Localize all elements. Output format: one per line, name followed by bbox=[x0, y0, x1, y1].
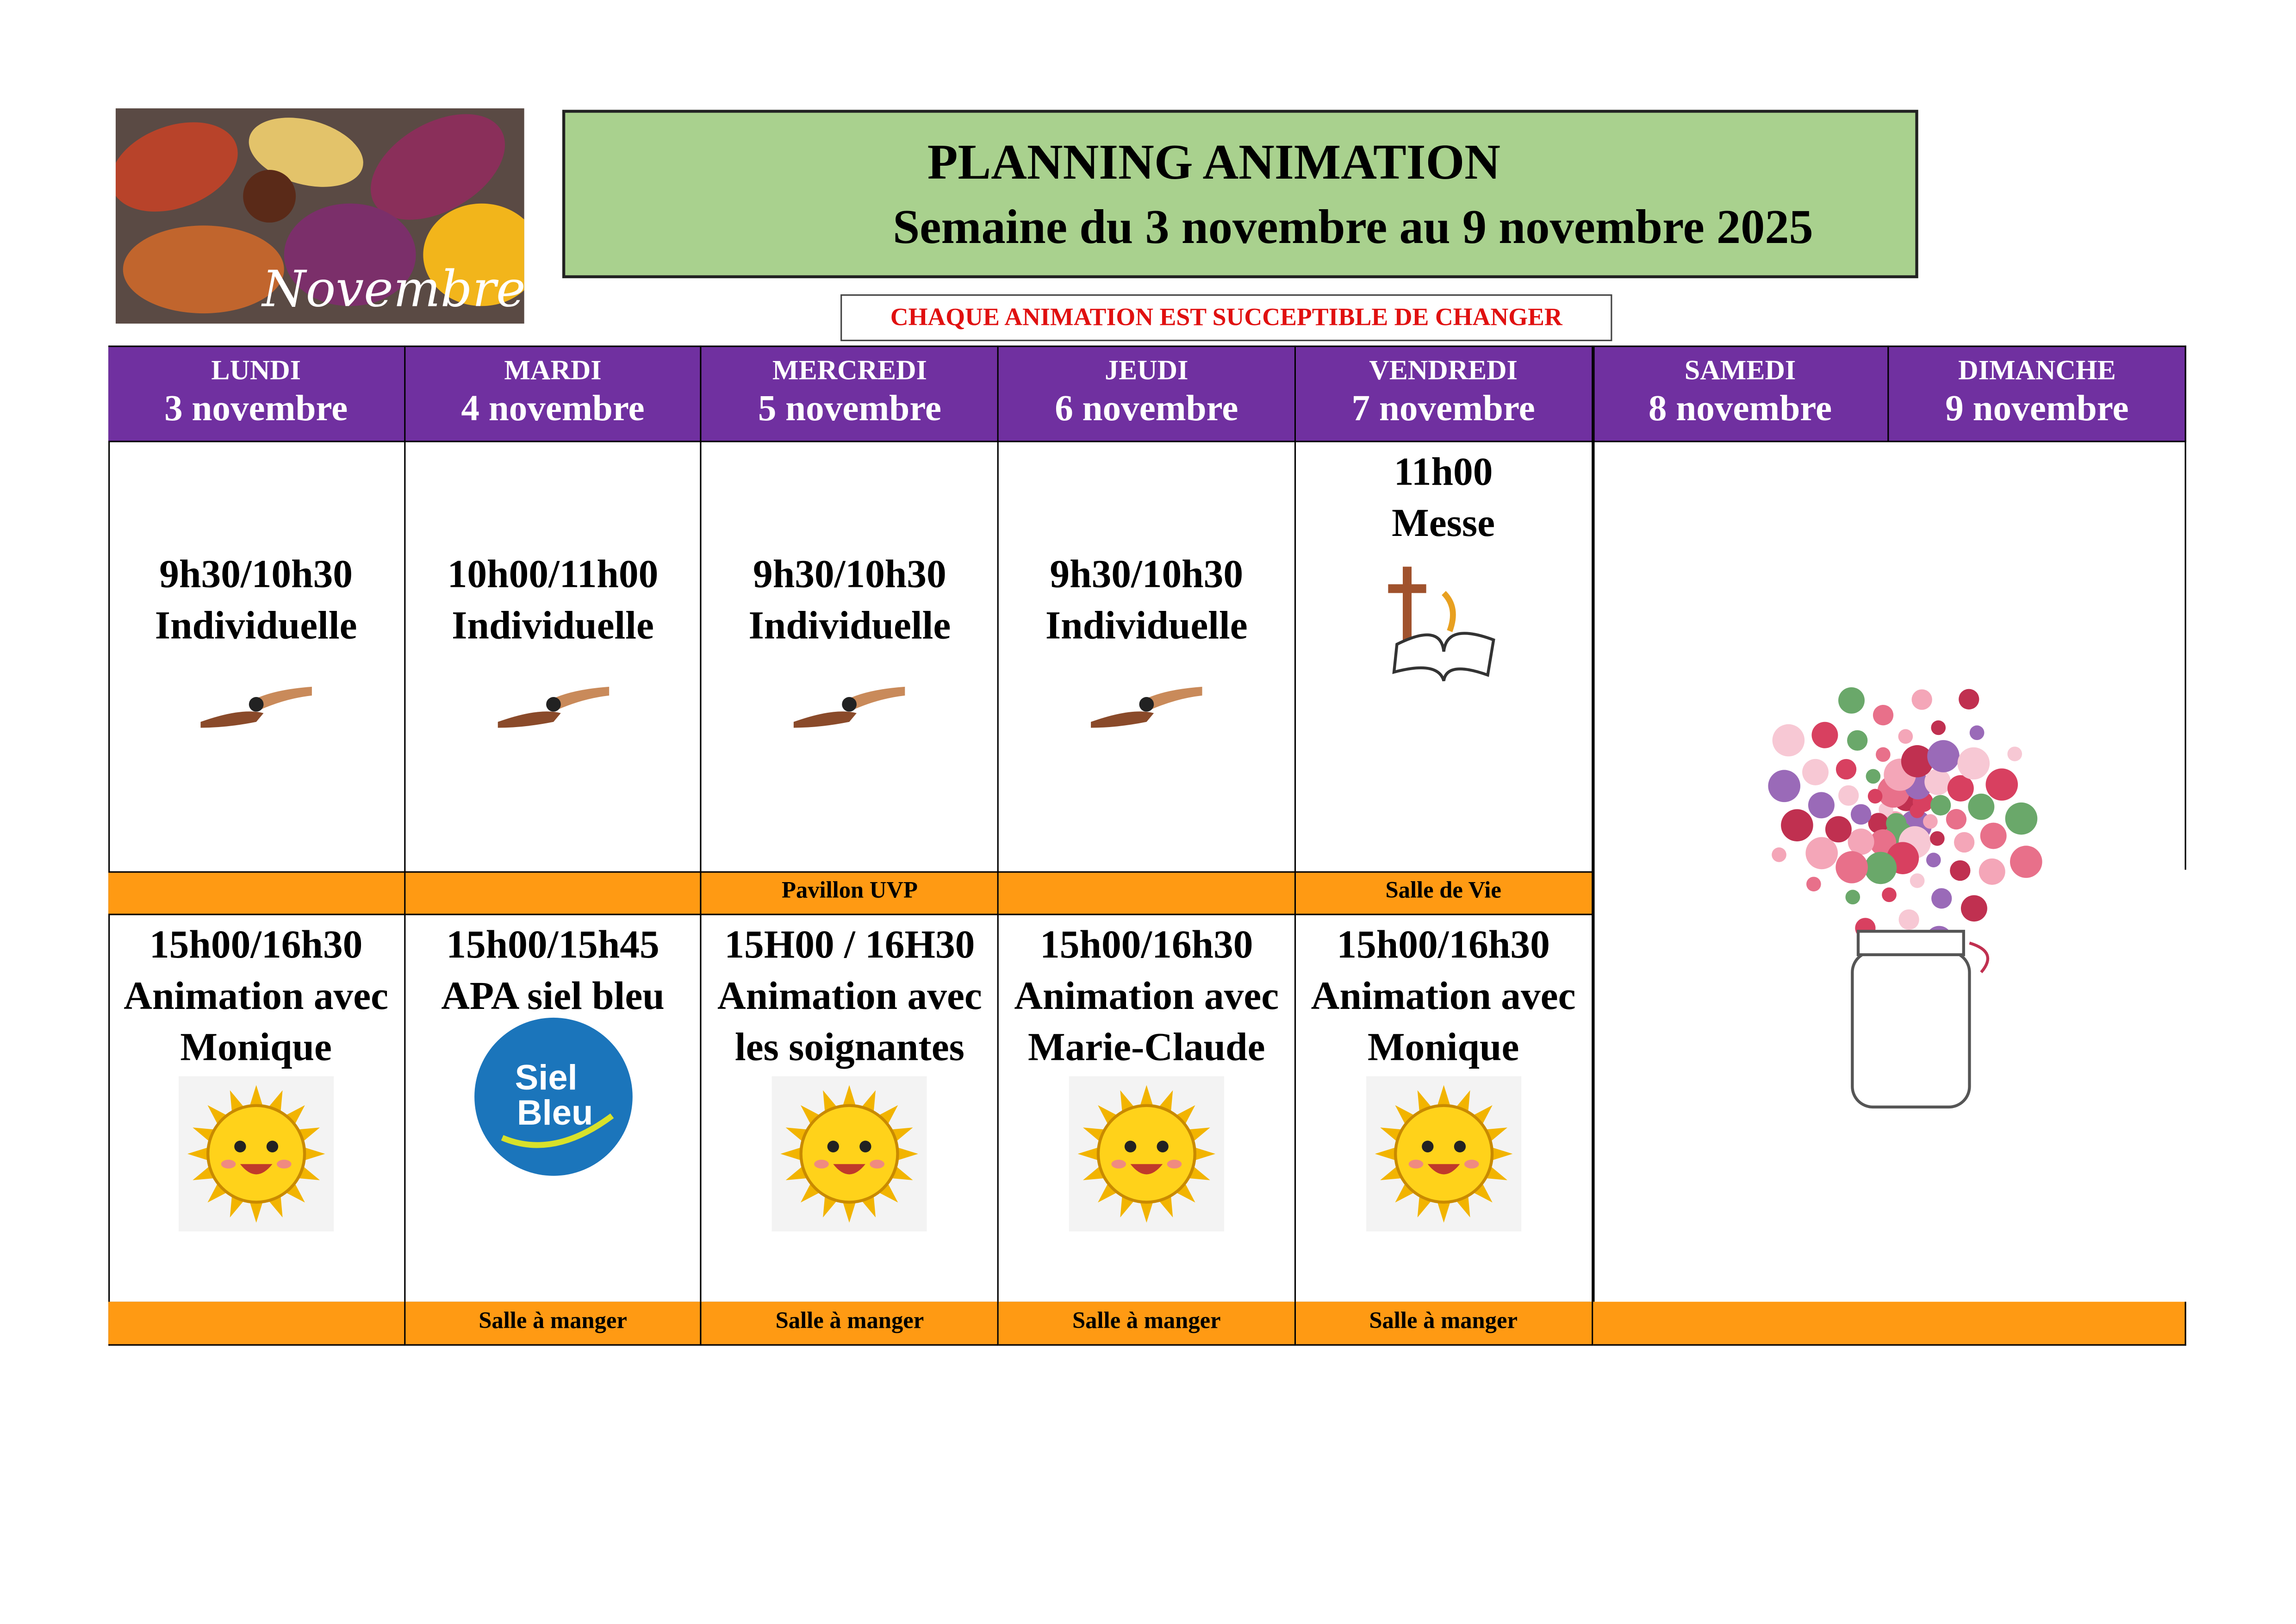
day-name: VENDREDI bbox=[1369, 355, 1518, 387]
morning-cell: 9h30/10h30 Individuelle bbox=[999, 442, 1296, 873]
activity: Animation avec Marie-Claude bbox=[1014, 973, 1279, 1069]
day-name: JEUDI bbox=[1105, 355, 1188, 387]
afternoon-cell: 15h00/16h30 Animation avec Monique bbox=[1295, 915, 1593, 1303]
activity: APA siel bleu bbox=[441, 973, 665, 1018]
weekend-right-border bbox=[2184, 345, 2186, 870]
sun-icon bbox=[1365, 1076, 1521, 1232]
header-bottom bbox=[108, 441, 2186, 442]
location: Salle à manger bbox=[1295, 1301, 1593, 1346]
activity: Animation avec Monique bbox=[124, 973, 389, 1069]
day-date: 6 novembre bbox=[1055, 389, 1238, 429]
activity: Individuelle bbox=[155, 603, 357, 647]
time: 10h00/11h00 bbox=[447, 552, 659, 596]
time: 9h30/10h30 bbox=[1050, 552, 1244, 596]
time: 9h30/10h30 bbox=[159, 552, 353, 596]
title-box bbox=[562, 110, 1918, 279]
day-name: SAMEDI bbox=[1684, 355, 1796, 387]
day-header: MARDI 4 novembre bbox=[405, 345, 702, 442]
day-name: MERCREDI bbox=[772, 355, 927, 387]
afternoon-cell: 15h00/15h45 APA siel bleu Siel Bleu bbox=[405, 915, 702, 1303]
table-frame bbox=[108, 345, 110, 1346]
hands-icon bbox=[198, 678, 315, 731]
afternoon-cell: 15h00/16h30 Animation avec Marie-Claude bbox=[999, 915, 1296, 1303]
day-date: 5 novembre bbox=[758, 389, 942, 429]
logo-text: Siel Bleu bbox=[514, 1058, 592, 1132]
location bbox=[405, 871, 702, 915]
sun-icon bbox=[772, 1076, 927, 1232]
day-name: MARDI bbox=[504, 355, 602, 387]
activity: Individuelle bbox=[748, 603, 951, 647]
notice: CHAQUE ANIMATION EST SUCCEPTIBLE DE CHAN… bbox=[840, 294, 1612, 342]
day-header: LUNDI 3 novembre bbox=[108, 345, 405, 442]
flower-bouquet bbox=[1750, 659, 2060, 1116]
day-date: 7 novembre bbox=[1351, 389, 1535, 429]
subtitle: Semaine du 3 novembre au 9 novembre 2025 bbox=[893, 202, 1813, 255]
morning-cell: 11h00 Messe bbox=[1295, 442, 1593, 873]
hands-icon bbox=[494, 678, 611, 731]
weekend-top-border bbox=[1592, 345, 1594, 1302]
day-name: LUNDI bbox=[211, 355, 301, 387]
siel-bleu-logo: Siel Bleu bbox=[473, 1013, 634, 1180]
location: Pavillon UVP bbox=[702, 871, 999, 915]
day-date: 4 novembre bbox=[461, 389, 645, 429]
activity: Individuelle bbox=[1045, 603, 1248, 647]
location bbox=[108, 871, 405, 915]
time: 15h00/16h30 bbox=[1337, 922, 1550, 967]
banner-text: Novembre bbox=[261, 260, 524, 318]
hands-icon bbox=[1088, 678, 1205, 731]
morning-cell: 10h00/11h00 Individuelle bbox=[405, 442, 702, 873]
activity: Animation avec Monique bbox=[1311, 973, 1576, 1069]
day-header: JEUDI 6 novembre bbox=[999, 345, 1296, 442]
weekend-location bbox=[1592, 1301, 2186, 1346]
day-header: DIMANCHE 9 novembre bbox=[1889, 345, 2186, 442]
afternoon-cell: 15H00 / 16H30 Animation avec les soignant… bbox=[702, 915, 999, 1303]
time: 15h00/16h30 bbox=[149, 922, 363, 967]
day-name: DIMANCHE bbox=[1958, 355, 2116, 387]
day-date: 9 novembre bbox=[1945, 389, 2129, 429]
time: 15h00/15h45 bbox=[446, 922, 660, 967]
location-top-border bbox=[108, 871, 1595, 873]
location: Salle à manger bbox=[405, 1301, 702, 1346]
messe-icon bbox=[1385, 564, 1502, 684]
location bbox=[999, 871, 1296, 915]
activity: Animation avec les soignantes bbox=[717, 973, 982, 1069]
title: PLANNING ANIMATION bbox=[927, 136, 1500, 191]
morning-cell: 9h30/10h30 Individuelle bbox=[702, 442, 999, 873]
location: Salle de Vie bbox=[1295, 871, 1593, 915]
location: Salle à manger bbox=[999, 1301, 1296, 1346]
autumn-banner: Novembre bbox=[115, 108, 524, 324]
day-header: MERCREDI 5 novembre bbox=[702, 345, 999, 442]
day-date: 3 novembre bbox=[164, 389, 348, 429]
day-header: SAMEDI 8 novembre bbox=[1592, 345, 1890, 442]
sun-icon bbox=[1069, 1076, 1224, 1232]
autumn-leaves: Novembre bbox=[115, 114, 524, 318]
activity: Messe bbox=[1392, 501, 1495, 545]
day-header: VENDREDI 7 novembre bbox=[1295, 345, 1593, 442]
location bbox=[108, 1301, 405, 1346]
time: 9h30/10h30 bbox=[753, 552, 946, 596]
time: 11h00 bbox=[1394, 449, 1493, 494]
activity: Individuelle bbox=[452, 603, 654, 647]
time: 15H00 / 16H30 bbox=[724, 922, 975, 967]
morning-cell: 9h30/10h30 Individuelle bbox=[108, 442, 405, 873]
time: 15h00/16h30 bbox=[1040, 922, 1253, 967]
afternoon-cell: 15h00/16h30 Animation avec Monique bbox=[108, 915, 405, 1303]
day-date: 8 novembre bbox=[1648, 389, 1832, 429]
hands-icon bbox=[791, 678, 908, 731]
sun-icon bbox=[178, 1076, 334, 1232]
location: Salle à manger bbox=[702, 1301, 999, 1346]
